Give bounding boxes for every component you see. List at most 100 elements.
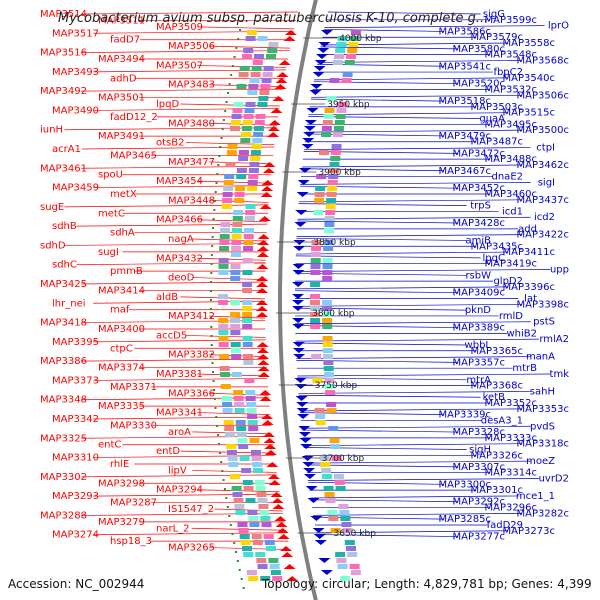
gene-label[interactable]: tmk (550, 369, 570, 380)
gene-label[interactable]: sigH (469, 444, 491, 455)
gene-label[interactable]: MAP3357c (453, 357, 505, 368)
gene-label[interactable]: MAP3302 (40, 472, 87, 483)
gene-label[interactable]: MAP3293 (52, 491, 99, 502)
gene-label[interactable]: MAP3517 (52, 28, 99, 39)
gene-label[interactable]: lat (524, 294, 537, 305)
gene-label[interactable]: MAP3466 (156, 215, 203, 226)
gene-label[interactable]: icd1 (502, 206, 523, 217)
gene-label[interactable]: pmmB (110, 266, 143, 277)
gene-label[interactable]: MAP3352c (485, 398, 537, 409)
gene-label[interactable]: MAP3477 (168, 157, 215, 168)
gene-label[interactable]: MAP3558c (503, 38, 555, 49)
gene-label[interactable]: MAP3373 (52, 375, 99, 386)
gene-label[interactable]: MAP3493 (52, 67, 99, 78)
gene-label[interactable]: MAP3326c (471, 450, 523, 461)
gene-label[interactable]: MAP3480 (168, 118, 215, 129)
gene-label[interactable]: fadD12_2 (110, 112, 158, 123)
gene-label[interactable]: MAP3490 (52, 105, 99, 116)
gene-label[interactable]: MAP3460c (485, 189, 537, 200)
gene-label[interactable]: aldB (156, 292, 178, 303)
gene-label[interactable]: MAP3461 (40, 163, 87, 174)
gene-label[interactable]: lprO (548, 21, 569, 32)
gene-label[interactable]: nagA (168, 234, 194, 245)
gene-label[interactable]: hsp18_3 (110, 536, 152, 547)
gene-label[interactable]: MAP3501 (98, 93, 145, 104)
gene-label[interactable]: MAP3333c (485, 433, 537, 444)
gene-label[interactable]: amiB (465, 235, 491, 246)
gene-label[interactable]: MAP3277c (453, 532, 505, 543)
gene-label[interactable]: MAP3294 (156, 485, 203, 496)
gene-label[interactable]: pstS (533, 317, 555, 328)
gene-label[interactable]: MAP3339c (439, 410, 491, 421)
gene-label[interactable]: MAP3348 (40, 395, 87, 406)
gene-label[interactable]: MAP3435c (471, 241, 523, 252)
gene-label[interactable]: MAP3516 (40, 48, 87, 59)
gene-label[interactable]: rsbW (465, 270, 491, 281)
gene-label[interactable]: mtrB (512, 363, 537, 374)
gene-label[interactable]: MAP3568c (517, 55, 569, 66)
gene-label[interactable]: fbpC2 (493, 67, 523, 78)
gene-label[interactable]: MAP3483 (168, 80, 215, 91)
gene-label[interactable]: MAP3396c (503, 282, 555, 293)
gene-label[interactable]: MAP3495c (485, 119, 537, 130)
gene-label[interactable]: icd2 (534, 212, 555, 223)
gene-label[interactable]: MAP3507 (156, 60, 203, 71)
gene-label[interactable]: add (518, 224, 537, 235)
gene-label[interactable]: ctpI (536, 143, 555, 154)
gene-label[interactable]: maf (110, 305, 130, 316)
gene-label[interactable]: mce1_1 (516, 491, 555, 502)
gene-label[interactable]: MAP3368c (471, 381, 523, 392)
gene-label[interactable]: MAP3366 (168, 388, 215, 399)
gene-label[interactable]: lpqD (156, 99, 179, 110)
gene-label[interactable]: lpqC (483, 253, 505, 264)
gene-label[interactable]: MAP3515c (503, 108, 555, 119)
gene-label[interactable]: MAP3330 (110, 420, 157, 431)
gene-label[interactable]: MAP3432 (156, 253, 203, 264)
gene-label[interactable]: MAP3301c (471, 485, 523, 496)
gene-label[interactable]: MAP3292c (453, 497, 505, 508)
gene-label[interactable]: MAP3467c (439, 166, 491, 177)
gene-label[interactable]: sdhB (52, 221, 77, 232)
gene-label[interactable]: rhlE (110, 459, 129, 470)
gene-label[interactable]: MAP3310 (52, 453, 99, 464)
gene-label[interactable]: MAP3437c (517, 195, 569, 206)
gene-label[interactable]: MAP3398c (517, 299, 569, 310)
gene-label[interactable]: MAP3382 (168, 350, 215, 361)
gene-label[interactable]: entD (156, 446, 180, 457)
gene-label[interactable]: MAP3452c (453, 183, 505, 194)
gene-label[interactable]: spoU (98, 170, 123, 181)
gene-label[interactable]: MAP3454 (156, 176, 203, 187)
gene-label[interactable]: ketB (483, 392, 506, 403)
gene-label[interactable]: MAP3287 (110, 498, 157, 509)
gene-label[interactable]: MAP3494 (98, 54, 145, 65)
gene-label[interactable]: MAP3411c (503, 247, 555, 258)
gene-label[interactable]: metX (110, 189, 137, 200)
gene-label[interactable]: sigG (483, 9, 505, 20)
gene-label[interactable]: MAP3318c (517, 439, 569, 450)
gene-label[interactable]: MAP3381 (156, 369, 203, 380)
gene-label[interactable]: deoD (168, 273, 195, 284)
gene-label[interactable]: MAP3400 (98, 324, 145, 335)
gene-label[interactable]: MAP3274 (52, 530, 99, 541)
gene-label[interactable]: adhD (110, 73, 137, 84)
gene-label[interactable]: aroA (168, 427, 191, 438)
gene-label[interactable]: MAP3488c (485, 154, 537, 165)
gene-label[interactable]: MAP3422c (517, 230, 569, 241)
gene-label[interactable]: MAP3579c (471, 32, 523, 43)
gene-label[interactable]: MAP3506 (168, 41, 215, 52)
gene-label[interactable]: MAP3487c (471, 137, 523, 148)
gene-label[interactable]: acrA1 (52, 144, 81, 155)
gene-label[interactable]: uvrD2 (539, 474, 569, 485)
gene-label[interactable]: MAP3374 (98, 363, 145, 374)
gene-label[interactable]: MAP3298 (98, 478, 145, 489)
gene-label[interactable]: MAP3540c (503, 73, 555, 84)
gene-label[interactable]: accD5 (156, 330, 187, 341)
gene-label[interactable]: MAP3548c (485, 50, 537, 61)
gene-label[interactable]: MAP3580c (453, 44, 505, 55)
gene-label[interactable]: MAP3279 (98, 517, 145, 528)
gene-label[interactable]: MAP3428c (453, 218, 505, 229)
gene-label[interactable]: MAP3386 (40, 356, 87, 367)
gene-label[interactable]: MAP3296c (485, 503, 537, 514)
gene-label[interactable]: MAP3425 (40, 279, 87, 290)
